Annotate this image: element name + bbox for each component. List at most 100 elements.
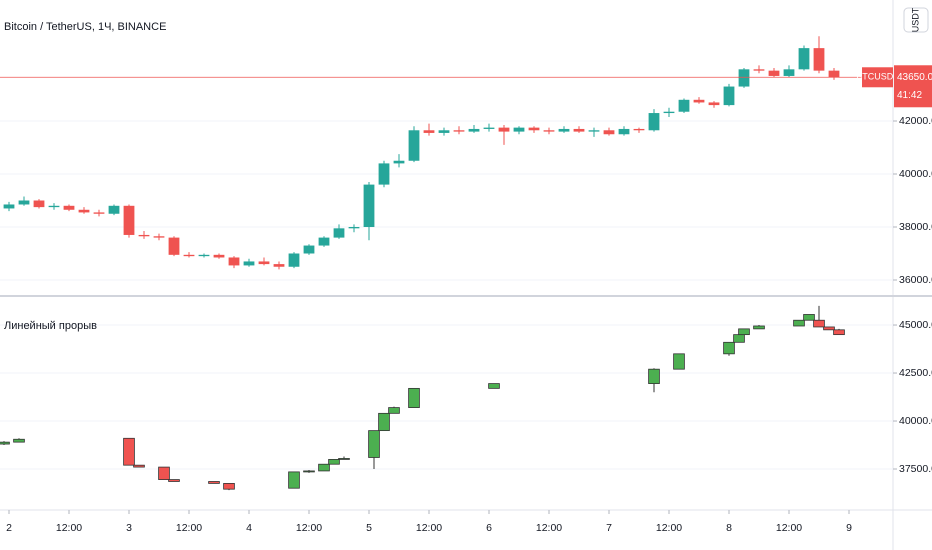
candle-body: [723, 341, 735, 355]
candle-body: [93, 212, 105, 214]
candle-body: [378, 163, 390, 185]
candle-body: [328, 459, 340, 465]
candle-body: [273, 264, 285, 267]
x-tick-label: 12:00: [776, 522, 802, 534]
candle-body: [573, 128, 585, 132]
candle-body: [63, 205, 75, 210]
x-tick-label: 12:00: [56, 522, 82, 534]
candle-body: [528, 127, 540, 131]
y-tick-label: 38000.00: [899, 221, 932, 233]
candle-body: [18, 200, 30, 205]
candle-body: [693, 99, 705, 103]
candle-body: [348, 227, 360, 229]
x-tick-label: 12:00: [296, 522, 322, 534]
price-value: 43650.00: [897, 72, 932, 83]
candle-body: [13, 438, 25, 443]
candle-body: [108, 205, 120, 214]
candle-body: [738, 328, 750, 336]
y-tick-label: 40000.00: [899, 415, 932, 427]
candle-body: [318, 463, 330, 472]
candle-body: [208, 481, 220, 484]
plot-layer: 36000.0038000.0040000.0042000.00BTCUSDT4…: [0, 36, 932, 534]
candle-body: [813, 319, 825, 328]
y-tick-label: 42500.00: [899, 367, 932, 379]
candle-body: [288, 253, 300, 267]
candle-body: [588, 130, 600, 132]
candle-body: [123, 437, 135, 466]
currency-button[interactable]: [903, 7, 929, 33]
candle-body: [33, 200, 45, 208]
candle-body: [303, 470, 315, 473]
candle-body: [723, 86, 735, 106]
candle-body: [223, 483, 235, 490]
x-tick-label: 7: [606, 522, 612, 534]
candle-body: [368, 430, 380, 458]
x-tick-label: 9: [846, 522, 852, 534]
candle-body: [318, 237, 330, 246]
candle-body: [833, 329, 845, 336]
candle-body: [673, 353, 685, 370]
candle-body: [648, 368, 660, 384]
x-tick-label: 2: [6, 522, 12, 534]
y-tick-label: 36000.00: [899, 274, 932, 286]
x-tick-label: 12:00: [176, 522, 202, 534]
candle-body: [543, 130, 555, 132]
candle-body: [483, 127, 495, 129]
candle-body: [3, 204, 15, 209]
candle-body: [708, 102, 720, 106]
candle-body: [0, 441, 10, 445]
candle-body: [168, 479, 180, 482]
candle-body: [243, 261, 255, 266]
candle-body: [198, 254, 210, 257]
candle-body: [733, 334, 745, 343]
candle-body: [288, 471, 300, 489]
x-tick-label: 12:00: [416, 522, 442, 534]
candle-body: [498, 127, 510, 132]
x-tick-label: 6: [486, 522, 492, 534]
candle-body: [768, 70, 780, 76]
pane-title: Линейный прорыв: [4, 320, 97, 332]
candle-body: [393, 160, 405, 164]
candle-body: [153, 236, 165, 238]
candle-body: [803, 314, 815, 321]
x-tick-label: 3: [126, 522, 132, 534]
currency-label[interactable]: USDT: [910, 7, 920, 32]
candle-body: [753, 69, 765, 71]
y-tick-label: 37500.00: [899, 463, 932, 475]
candle-body: [338, 458, 350, 460]
candle-body: [48, 205, 60, 208]
candle-body: [138, 234, 150, 237]
candle-body: [618, 128, 630, 135]
y-tick-label: 45000.00: [899, 319, 932, 331]
candle-body: [408, 130, 420, 161]
candle-body: [423, 130, 435, 133]
candle-body: [783, 69, 795, 76]
price-tag: [894, 65, 932, 108]
x-tick-label: 4: [246, 522, 252, 534]
candle-body: [363, 184, 375, 228]
candle-body: [633, 128, 645, 131]
candle-body: [828, 70, 840, 78]
price-countdown: 41:42: [897, 90, 922, 101]
candle-body: [648, 113, 660, 131]
chart-title: Bitcoin / TetherUS, 1Ч, BINANCE: [4, 21, 166, 33]
candle-body: [468, 128, 480, 132]
candle-body: [213, 254, 225, 258]
candle-body: [388, 407, 400, 414]
candle-body: [453, 130, 465, 132]
candle-body: [183, 254, 195, 257]
y-tick-label: 42000.00: [899, 115, 932, 127]
candle-body: [78, 209, 90, 213]
candle-body: [168, 237, 180, 255]
candle-body: [813, 48, 825, 71]
candle-body: [798, 48, 810, 70]
candle-body: [333, 228, 345, 238]
candle-body: [603, 130, 615, 135]
candle-body: [513, 127, 525, 132]
candle-body: [558, 128, 570, 132]
candle-body: [133, 464, 145, 468]
candle-body: [488, 383, 500, 389]
candle-body: [793, 319, 805, 327]
x-tick-label: 8: [726, 522, 732, 534]
